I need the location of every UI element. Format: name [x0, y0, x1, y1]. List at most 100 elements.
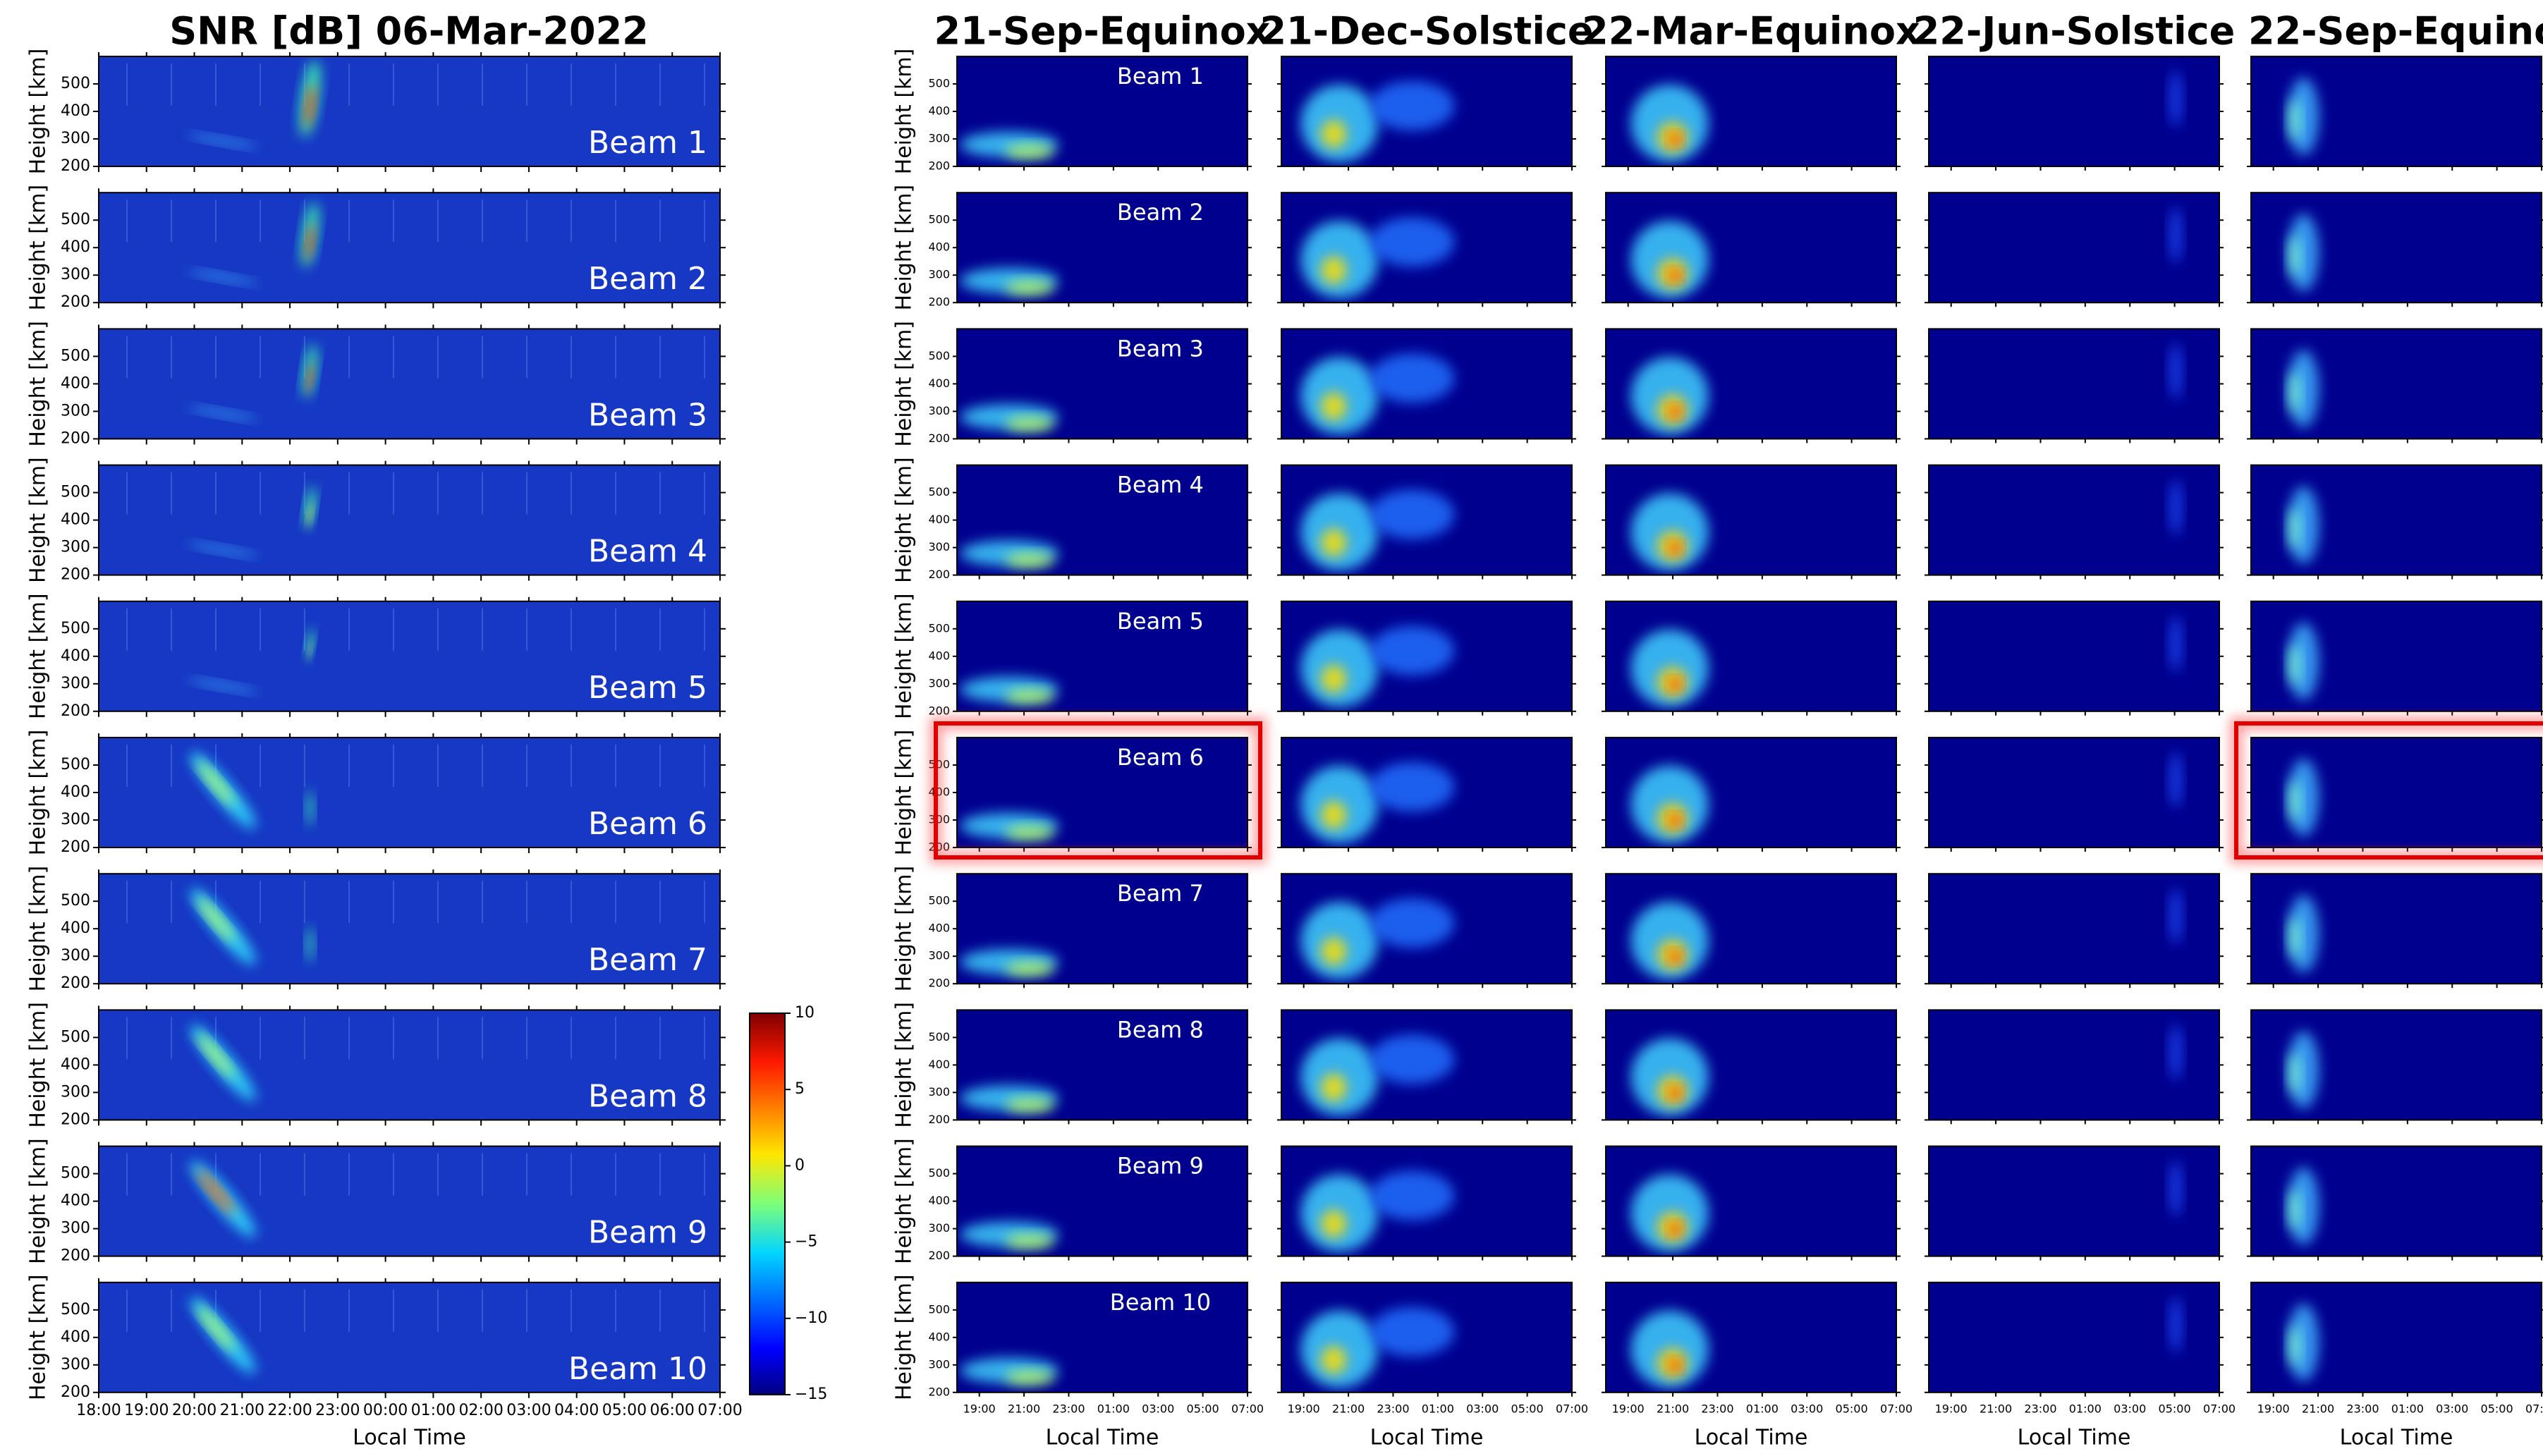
heat: [2170, 71, 2182, 127]
heat: [1630, 221, 1709, 299]
panel: [1277, 56, 1576, 171]
y-tick-label: 400: [61, 238, 90, 256]
y-axis-label: Height [km]: [892, 457, 917, 583]
heat: [2170, 888, 2182, 945]
y-tick-label: 400: [61, 783, 90, 801]
panel: [1602, 464, 1901, 580]
panel-bg: [99, 1146, 720, 1256]
panel: [1925, 464, 2224, 580]
panel: [1925, 192, 2224, 307]
y-tick-label: 500: [61, 484, 90, 501]
column-title: 22-Sep-Equinox: [2248, 9, 2543, 54]
x-tick-label: 07:00: [1231, 1402, 1264, 1415]
panel: [1925, 1009, 2224, 1125]
panel: [2247, 56, 2543, 171]
x-tick-label: 23:00: [315, 1402, 360, 1419]
panel-bg: [99, 601, 720, 711]
y-tick-label: 200: [61, 429, 90, 447]
y-tick-label: 400: [61, 1192, 90, 1210]
y-tick-label: 200: [928, 704, 950, 717]
heat-blob: [1370, 898, 1455, 948]
beam-label: Beam 1: [1117, 63, 1204, 90]
panel: [1277, 464, 1576, 580]
x-tick-label: 21:00: [2302, 1402, 2334, 1415]
column-title: 22-Mar-Equinox: [1582, 9, 1920, 54]
beam-label: Beam 9: [588, 1215, 707, 1251]
heat-blob: [1005, 1234, 1054, 1249]
heat: [126, 1017, 705, 1101]
x-tick-label: 01:00: [1746, 1402, 1779, 1415]
x-axis-label: Local Time: [1370, 1426, 1484, 1450]
beam-label: Beam 4: [1117, 472, 1204, 498]
panel: 19:00 21:00 23:00 01:00 03:00 05:00 07:00: [1277, 1281, 1588, 1415]
heat: [2288, 622, 2319, 700]
y-tick-label: 500: [61, 1028, 90, 1046]
panel: [1277, 600, 1576, 716]
y-tick-label: 200: [61, 974, 90, 992]
y-axis-label: Height [km]: [892, 185, 917, 311]
heat: [960, 813, 1059, 840]
y-axis-label: Height [km]: [26, 1002, 51, 1128]
heat-blob: [1669, 678, 1681, 690]
heat: [1300, 353, 1455, 435]
heat-blob: [306, 363, 314, 393]
panel: [1277, 328, 1576, 443]
y-tick-label: 500: [61, 75, 90, 92]
heat-blob: [1669, 951, 1681, 963]
y-axis-label: Height [km]: [892, 730, 917, 856]
y-tick-label: 200: [928, 295, 950, 309]
y-axis-label: Height [km]: [26, 1274, 51, 1400]
heat-blob: [1321, 120, 1347, 148]
heat-blob: [1669, 1223, 1681, 1235]
heat: [1300, 217, 1455, 299]
x-tick-label: 23:00: [1052, 1402, 1085, 1415]
x-axis-label: Local Time: [1046, 1426, 1159, 1450]
panel: 200 300 400 500 Height [km] Beam 5: [26, 593, 726, 720]
heat-blob: [188, 678, 258, 693]
heat: [1630, 1174, 1709, 1252]
panel: [1602, 737, 1901, 852]
panel: 200 300 400 500 Height [km] Beam 9: [26, 1138, 726, 1265]
panel: 200 300 400 500 Height [km] Beam 7: [892, 866, 1252, 992]
heat-blob: [188, 270, 258, 285]
heat: [1630, 1310, 1709, 1388]
heat: [1630, 902, 1709, 980]
x-tick-label: 05:00: [1511, 1402, 1544, 1415]
x-tick-label: 21:00: [1980, 1402, 2012, 1415]
heat-blob: [2170, 479, 2182, 536]
x-tick-label: 21:00: [1332, 1402, 1365, 1415]
y-tick-label: 300: [61, 266, 90, 283]
beam-label: Beam 10: [568, 1351, 707, 1387]
x-tick-label: 00:00: [363, 1402, 408, 1419]
heat: [2170, 207, 2182, 264]
heat-blob: [1370, 81, 1455, 130]
y-tick-label: 200: [928, 1113, 950, 1126]
x-tick-label: 07:00: [697, 1402, 742, 1419]
x-tick-label: 05:00: [1187, 1402, 1219, 1415]
panel: [1602, 1145, 1901, 1261]
y-tick-label: 300: [928, 268, 950, 281]
x-tick-label: 19:00: [1612, 1402, 1645, 1415]
x-tick-label: 03:00: [1466, 1402, 1499, 1415]
heat: [126, 60, 705, 148]
heat: [1300, 625, 1455, 707]
heat-blob: [1669, 1087, 1681, 1099]
heat-blob: [305, 85, 315, 127]
heat-blob: [2288, 780, 2300, 822]
panel: 200 300 400 500 Height [km] Beam 4: [26, 457, 726, 584]
x-tick-label: 05:00: [2159, 1402, 2191, 1415]
heat-blob: [1321, 1073, 1347, 1102]
heat-blob: [307, 642, 312, 659]
heat-blob: [1669, 815, 1681, 826]
heat-blob: [2288, 1052, 2300, 1095]
y-tick-label: 400: [928, 513, 950, 526]
panel: [2247, 600, 2543, 716]
heat-blob: [1321, 1209, 1347, 1238]
y-tick-label: 500: [928, 621, 950, 635]
y-tick-label: 400: [61, 647, 90, 665]
heat: [2288, 895, 2319, 973]
heat-blob: [1005, 145, 1054, 159]
heat-blob: [2170, 615, 2182, 672]
panel: 200 300 400 500 Height [km] Beam 3: [892, 321, 1252, 447]
panel: 200 300 400 500 Height [km] Beam 1: [26, 49, 726, 175]
